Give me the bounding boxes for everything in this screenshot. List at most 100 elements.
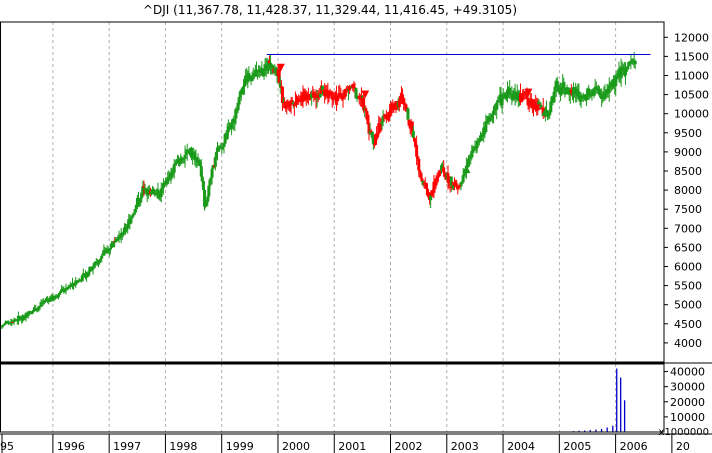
price-tick-label: 9000 (674, 146, 702, 159)
price-panel-frame (0, 21, 665, 363)
price-tick-label: 10000 (674, 108, 709, 121)
time-tick-label: 2001 (338, 440, 366, 453)
candle-body (526, 97, 530, 106)
candle-body (91, 266, 95, 270)
candle-body (604, 90, 608, 95)
candle-body (500, 98, 504, 106)
candle-body (141, 186, 145, 195)
candle-body (411, 131, 415, 138)
candle-body (80, 275, 84, 282)
candle-body (495, 102, 499, 110)
candle-body (414, 141, 418, 146)
candle-body (470, 150, 474, 158)
volume-panel-frame (0, 363, 665, 433)
price-tick-label: 8500 (674, 165, 702, 178)
candle-body (367, 124, 371, 134)
candle-body (210, 168, 214, 178)
candle-body (485, 121, 489, 123)
candle-body (474, 147, 478, 150)
candle-body (579, 95, 583, 102)
candle-body (527, 105, 531, 107)
candle-body (410, 121, 414, 132)
candle-body (7, 322, 11, 324)
candle-body (325, 89, 329, 93)
candle-body (26, 311, 30, 317)
candle-body (519, 93, 523, 103)
candle-body (177, 159, 181, 164)
candle-body (234, 109, 238, 119)
candle-body (314, 95, 318, 99)
time-tick-label: 2006 (620, 440, 648, 453)
candle-body (32, 310, 36, 312)
candle-body (201, 181, 205, 190)
candle-body (602, 92, 606, 99)
candle-body (130, 216, 134, 218)
candle-body (437, 172, 441, 177)
time-tick-label: 1997 (113, 440, 141, 453)
candle-body (262, 70, 266, 76)
candle-body (203, 189, 207, 207)
candle-body (112, 240, 116, 248)
candle-body (74, 280, 78, 285)
price-tick-label: 4000 (674, 337, 702, 350)
candle-body (553, 86, 557, 92)
candle-body (457, 186, 461, 189)
candle-body (370, 132, 374, 138)
candle-body (460, 182, 464, 184)
candle-body (213, 157, 217, 167)
candle-body (614, 76, 618, 87)
candle-body (233, 118, 237, 124)
candle-body (118, 236, 122, 239)
candle-body (249, 80, 253, 82)
candle-body (108, 247, 112, 250)
candle-body (520, 99, 524, 103)
candle-body (359, 96, 363, 100)
candle-body (380, 122, 384, 125)
candle-body (432, 181, 436, 193)
price-tick-label: 8000 (674, 184, 702, 197)
candle-body (58, 292, 62, 295)
candle-body (366, 119, 370, 125)
candle-body (60, 289, 64, 292)
candle-body (320, 85, 324, 91)
candle-body (471, 148, 475, 151)
candle-body (38, 305, 42, 307)
volume-axis-labels: 10000 20000 30000 40000 (664, 366, 705, 424)
candle-body (619, 66, 623, 78)
candle-body (3, 322, 7, 325)
candle-body (379, 124, 383, 131)
candle-body (416, 156, 420, 159)
candle-body (536, 101, 540, 111)
candle-body (193, 152, 197, 161)
candle-body (301, 92, 305, 102)
candle-body (246, 73, 250, 83)
signal-arrow (524, 88, 533, 97)
candle-body (340, 94, 344, 100)
candle-body (478, 135, 482, 141)
candle-body (56, 294, 60, 298)
time-tick-label: 2004 (507, 440, 535, 453)
candle-body (9, 323, 13, 325)
price-tick-label: 12000 (674, 31, 709, 44)
candle-body (237, 97, 241, 105)
grid-lines (52, 22, 617, 432)
candle-body (125, 227, 129, 231)
candle-body (291, 102, 295, 105)
candle-body (104, 251, 108, 253)
candle-body (601, 98, 605, 100)
candle-body (146, 189, 150, 196)
candle-body (93, 262, 97, 266)
candle-body (43, 300, 47, 302)
candle-body (418, 170, 422, 173)
candle-body (147, 189, 151, 192)
candle-body (81, 273, 85, 276)
candle-body (121, 232, 125, 236)
price-tick-label: 7000 (674, 222, 702, 235)
candle-body (376, 133, 380, 138)
price-tick-label: 9500 (674, 127, 702, 140)
candle-body (337, 93, 341, 98)
candle-body (17, 315, 21, 319)
candle-body (419, 172, 423, 179)
candle-body (260, 68, 264, 75)
candle-body (511, 96, 515, 100)
